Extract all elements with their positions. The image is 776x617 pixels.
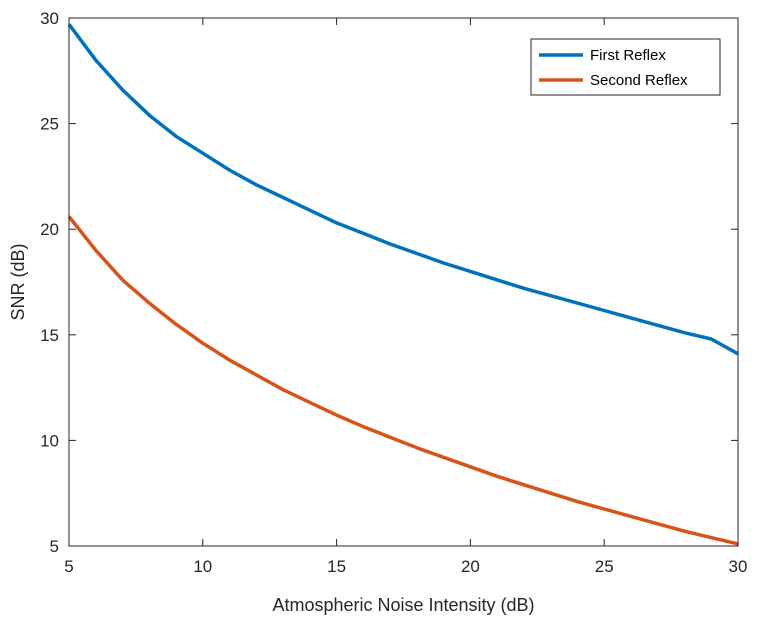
y-tick-label: 5 xyxy=(50,537,59,556)
x-axis-label: Atmospheric Noise Intensity (dB) xyxy=(272,595,534,615)
series-line-2 xyxy=(67,215,739,546)
y-tick-label: 30 xyxy=(40,9,59,28)
axes-box xyxy=(68,17,739,547)
x-tick-label: 30 xyxy=(729,557,748,576)
plot-area xyxy=(69,18,738,546)
x-tick-label: 10 xyxy=(193,557,212,576)
y-axis-label: SNR (dB) xyxy=(8,243,28,320)
y-tick-label: 10 xyxy=(40,431,59,450)
plot-background xyxy=(69,18,738,546)
x-tick-label: 25 xyxy=(595,557,614,576)
y-tick-label: 20 xyxy=(40,220,59,239)
legend-box xyxy=(530,38,721,96)
x-tick-label: 15 xyxy=(327,557,346,576)
y-tick-label: 25 xyxy=(40,115,59,134)
legend-label-2: Second Reflex xyxy=(590,72,688,89)
x-tick-label: 20 xyxy=(461,557,480,576)
series-group xyxy=(67,23,739,546)
axes: 5 10 15 20 25 30 5 10 15 20 25 30 xyxy=(40,9,747,576)
x-tick-label: 5 xyxy=(64,557,73,576)
y-tick-label: 15 xyxy=(40,326,59,345)
legend-label-1: First Reflex xyxy=(590,47,666,64)
legend: First Reflex Second Reflex xyxy=(530,38,721,96)
series-line-1 xyxy=(67,23,739,356)
